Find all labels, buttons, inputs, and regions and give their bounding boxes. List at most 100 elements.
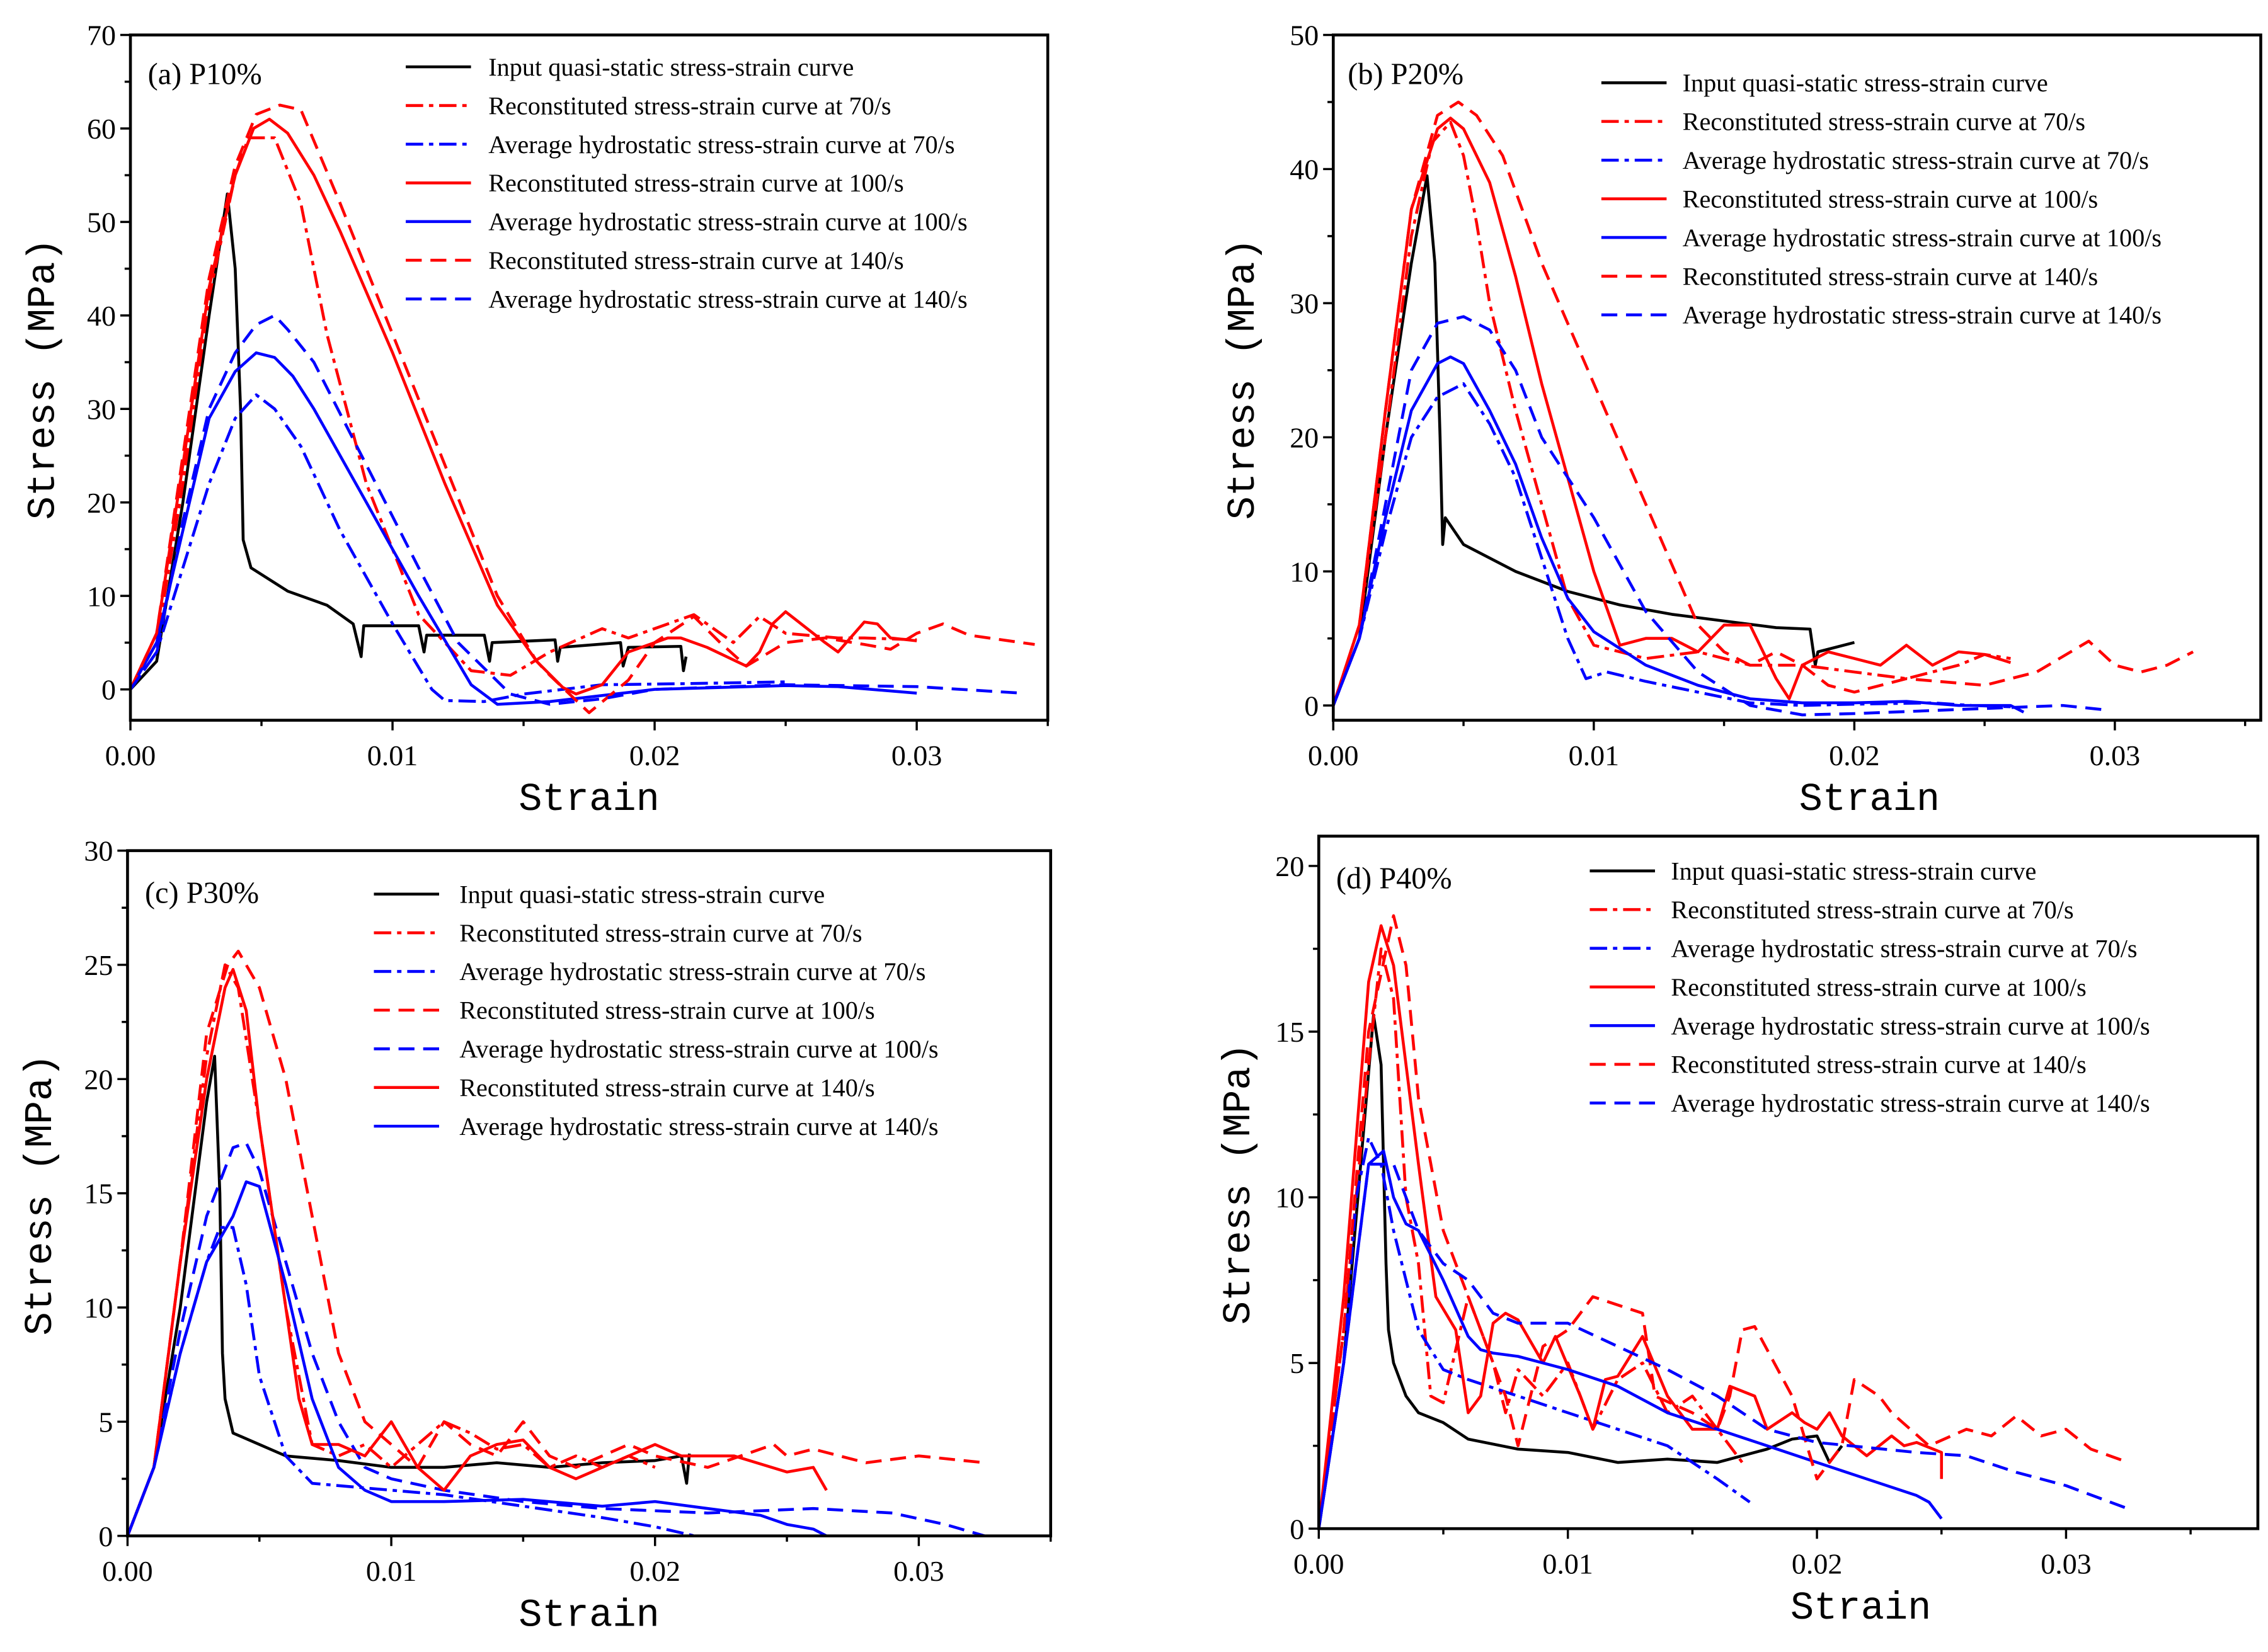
legend: Input quasi-static stress-strain curve Re… xyxy=(1601,69,2162,329)
legend-label-1: Reconstituted stress-strain curve at 70/… xyxy=(459,919,862,947)
legend-label-1: Reconstituted stress-strain curve at 70/… xyxy=(488,91,891,120)
series-line-2 xyxy=(130,393,786,704)
panel-label: (d) P40% xyxy=(1336,862,1452,895)
y-tick-label: 10 xyxy=(87,580,116,612)
series-line-1 xyxy=(1333,120,2011,706)
panel-label: (b) P20% xyxy=(1348,58,1463,91)
legend-label-0: Input quasi-static stress-strain curve xyxy=(459,880,825,908)
panel-label: (a) P10% xyxy=(148,58,262,91)
y-tick-label: 0 xyxy=(1290,1513,1304,1545)
series-line-2 xyxy=(1333,382,2011,709)
x-tick-label: 0.03 xyxy=(893,1555,944,1587)
series-line-6 xyxy=(127,1180,827,1536)
legend-label-2: Average hydrostatic stress-strain curve … xyxy=(1683,146,2149,174)
legend: Input quasi-static stress-strain curve Re… xyxy=(374,880,939,1141)
x-tick-label: 0.02 xyxy=(629,739,680,772)
y-tick-label: 5 xyxy=(1290,1347,1304,1379)
series-line-5 xyxy=(1333,100,2194,706)
series-line-0 xyxy=(130,192,688,691)
y-axis-label: Stress (MPa) xyxy=(1221,238,1266,520)
chart-panel-1: 0.00 0.01 0.02 0.03 0 10 20 30 40 50 Strain Stress … xyxy=(1221,20,2262,822)
y-tick-label: 50 xyxy=(1290,20,1319,52)
y-tick-label: 15 xyxy=(84,1178,113,1210)
y-tick-label: 20 xyxy=(84,1063,113,1095)
x-tick-label: 0.03 xyxy=(2090,739,2141,772)
legend-label-3: Reconstituted stress-strain curve at 100… xyxy=(1683,185,2099,213)
x-tick-label: 0.02 xyxy=(1829,739,1880,772)
series-line-3 xyxy=(127,949,985,1536)
x-axis-label: Strain xyxy=(518,1593,660,1638)
y-tick-label: 20 xyxy=(1290,421,1319,453)
chart-panel-2: 0.00 0.01 0.02 0.03 0 5 10 15 20 25 30 Strain Stress… xyxy=(18,835,1053,1638)
series-line-4 xyxy=(127,1141,985,1536)
legend-label-5: Reconstituted stress-strain curve at 140… xyxy=(488,246,904,275)
series-line-2 xyxy=(127,1226,696,1536)
legend-label-5: Reconstituted stress-strain curve at 140… xyxy=(1671,1051,2087,1079)
y-axis-label: Stress (MPa) xyxy=(1217,1043,1261,1324)
y-tick-label: 0 xyxy=(101,674,116,706)
legend-label-6: Average hydrostatic stress-strain curve … xyxy=(459,1112,938,1141)
legend-label-5: Reconstituted stress-strain curve at 140… xyxy=(1683,262,2099,290)
series-line-3 xyxy=(1333,117,2012,706)
y-tick-label: 40 xyxy=(1290,154,1319,186)
x-tick-label: 0.00 xyxy=(102,1555,153,1587)
y-tick-label: 10 xyxy=(1290,555,1319,588)
legend-label-2: Average hydrostatic stress-strain curve … xyxy=(1671,934,2137,962)
x-tick-label: 0.02 xyxy=(629,1555,680,1587)
series-line-4 xyxy=(1319,1149,1943,1529)
x-tick-label: 0.00 xyxy=(105,739,156,772)
legend-label-1: Reconstituted stress-strain curve at 70/… xyxy=(1683,108,2085,136)
series-line-4 xyxy=(130,351,917,706)
y-tick-label: 40 xyxy=(87,300,116,332)
legend-label-0: Input quasi-static stress-strain curve xyxy=(488,53,854,81)
y-tick-label: 10 xyxy=(84,1292,113,1324)
plot-frame xyxy=(129,33,1050,722)
legend-label-6: Average hydrostatic stress-strain curve … xyxy=(488,285,967,313)
chart-panel-0: 0.00 0.01 0.02 0.03 0 10 20 30 40 50 60 70 Strain Str… xyxy=(21,20,1050,822)
y-tick-label: 10 xyxy=(1275,1182,1304,1214)
series-line-6 xyxy=(1319,1163,2129,1529)
legend-label-0: Input quasi-static stress-strain curve xyxy=(1671,857,2036,886)
legend-label-5: Reconstituted stress-strain curve at 140… xyxy=(459,1074,875,1102)
y-tick-label: 0 xyxy=(1304,690,1319,722)
y-tick-label: 30 xyxy=(1290,287,1319,319)
legend-label-6: Average hydrostatic stress-strain curve … xyxy=(1683,301,2162,329)
legend-label-3: Reconstituted stress-strain curve at 100… xyxy=(459,996,875,1025)
x-tick-label: 0.00 xyxy=(1293,1547,1344,1580)
legend-label-3: Reconstituted stress-strain curve at 100… xyxy=(1671,973,2087,1001)
x-tick-label: 0.03 xyxy=(891,739,942,772)
plot-frame xyxy=(1317,835,2260,1530)
x-axis-label: Strain xyxy=(1790,1586,1932,1631)
y-tick-label: 15 xyxy=(1275,1016,1304,1048)
legend: Input quasi-static stress-strain curve Re… xyxy=(406,53,968,313)
series-line-5 xyxy=(127,967,828,1536)
legend-label-2: Average hydrostatic stress-strain curve … xyxy=(488,130,954,159)
series-line-5 xyxy=(130,103,1035,714)
x-tick-label: 0.01 xyxy=(367,739,418,772)
x-tick-label: 0.02 xyxy=(1792,1547,1843,1580)
y-tick-label: 0 xyxy=(98,1520,113,1552)
legend: Input quasi-static stress-strain curve Re… xyxy=(1589,857,2150,1117)
x-axis-label: Strain xyxy=(518,777,660,822)
y-tick-label: 5 xyxy=(98,1406,113,1438)
legend-label-4: Average hydrostatic stress-strain curve … xyxy=(488,208,967,236)
y-tick-label: 30 xyxy=(87,393,116,425)
series-line-1 xyxy=(130,136,917,690)
legend-label-2: Average hydrostatic stress-strain curve … xyxy=(459,957,925,986)
y-tick-label: 50 xyxy=(87,207,116,239)
legend-label-3: Reconstituted stress-strain curve at 100… xyxy=(488,169,904,197)
y-tick-label: 70 xyxy=(87,20,116,52)
y-tick-label: 30 xyxy=(84,835,113,867)
y-tick-label: 25 xyxy=(84,949,113,981)
plot-frame xyxy=(1331,33,2262,722)
x-tick-label: 0.03 xyxy=(2041,1547,2092,1580)
x-tick-label: 0.01 xyxy=(1542,1547,1593,1580)
y-tick-label: 60 xyxy=(87,113,116,145)
series-line-0 xyxy=(1333,174,1855,706)
legend-label-0: Input quasi-static stress-strain curve xyxy=(1683,69,2048,97)
series-line-3 xyxy=(130,117,917,696)
legend-label-6: Average hydrostatic stress-strain curve … xyxy=(1671,1089,2150,1117)
x-tick-label: 0.01 xyxy=(1569,739,1620,772)
series-line-4 xyxy=(1333,355,2025,714)
